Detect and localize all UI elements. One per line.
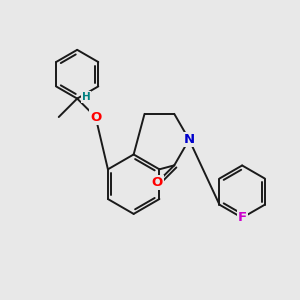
Text: H: H [82, 92, 91, 102]
Text: N: N [184, 133, 195, 146]
Text: O: O [90, 110, 101, 124]
Text: F: F [238, 211, 247, 224]
Text: O: O [152, 176, 163, 189]
